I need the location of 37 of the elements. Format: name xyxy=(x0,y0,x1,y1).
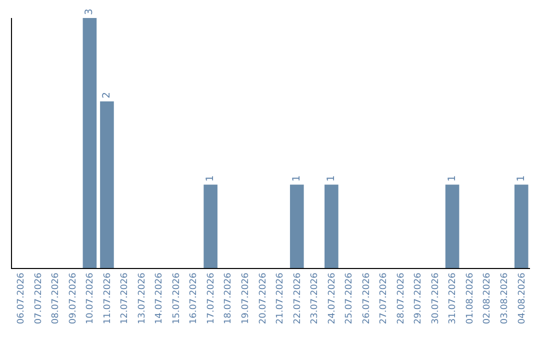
x-tick-label: 28.07.2026 xyxy=(396,272,406,324)
x-tick-label: 25.07.2026 xyxy=(344,272,355,324)
x-tick-label: 14.07.2026 xyxy=(154,272,165,324)
data-label: 1 xyxy=(516,175,527,182)
x-tick-label: 10.07.2026 xyxy=(86,272,96,324)
x-tick-label: 24.07.2026 xyxy=(327,272,338,324)
x-tick-label: 06.07.2026 xyxy=(16,272,27,324)
x-tick-label: 15.07.2026 xyxy=(172,272,182,324)
data-label: 2 xyxy=(101,92,112,98)
x-tick-label: 08.07.2026 xyxy=(51,272,62,324)
x-tick-label: 22.07.2026 xyxy=(292,272,303,324)
data-label: 3 xyxy=(84,8,96,15)
x-tick-label: 01.08.2026 xyxy=(465,272,476,324)
x-tick-label: 30.07.2026 xyxy=(430,272,441,324)
x-tick-label: 07.07.2026 xyxy=(34,272,44,324)
x-tick-label: 16.07.2026 xyxy=(189,272,200,324)
x-tick-label: 23.07.2026 xyxy=(310,272,320,324)
x-tick-label: 17.07.2026 xyxy=(206,272,216,324)
x-tick-label: 11.07.2026 xyxy=(102,272,113,324)
x-tick-label: 02.08.2026 xyxy=(482,272,493,324)
x-tick-label: 18.07.2026 xyxy=(224,272,234,324)
x-tick-label: 12.07.2026 xyxy=(120,272,130,324)
x-tick-label: 03.08.2026 xyxy=(500,272,510,324)
x-tick-label: 27.07.2026 xyxy=(379,272,390,324)
data-label: 1 xyxy=(291,175,302,182)
x-tick-label: 21.07.2026 xyxy=(276,272,286,324)
data-label: 1 xyxy=(205,175,216,182)
x-tick-label: 13.07.2026 xyxy=(137,272,148,324)
x-tick-label: 29.07.2026 xyxy=(414,272,424,324)
data-label: 1 xyxy=(326,175,337,182)
x-tick-label: 20.07.2026 xyxy=(258,272,268,324)
x-tick-label: 19.07.2026 xyxy=(241,272,252,324)
data-label: 1 xyxy=(446,175,458,182)
x-tick-label: 04.08.2026 xyxy=(517,272,528,324)
x-tick-label: 09.07.2026 xyxy=(68,272,78,324)
x-tick-label: 26.07.2026 xyxy=(362,272,372,324)
x-tick-label: 31.07.2026 xyxy=(448,272,458,324)
